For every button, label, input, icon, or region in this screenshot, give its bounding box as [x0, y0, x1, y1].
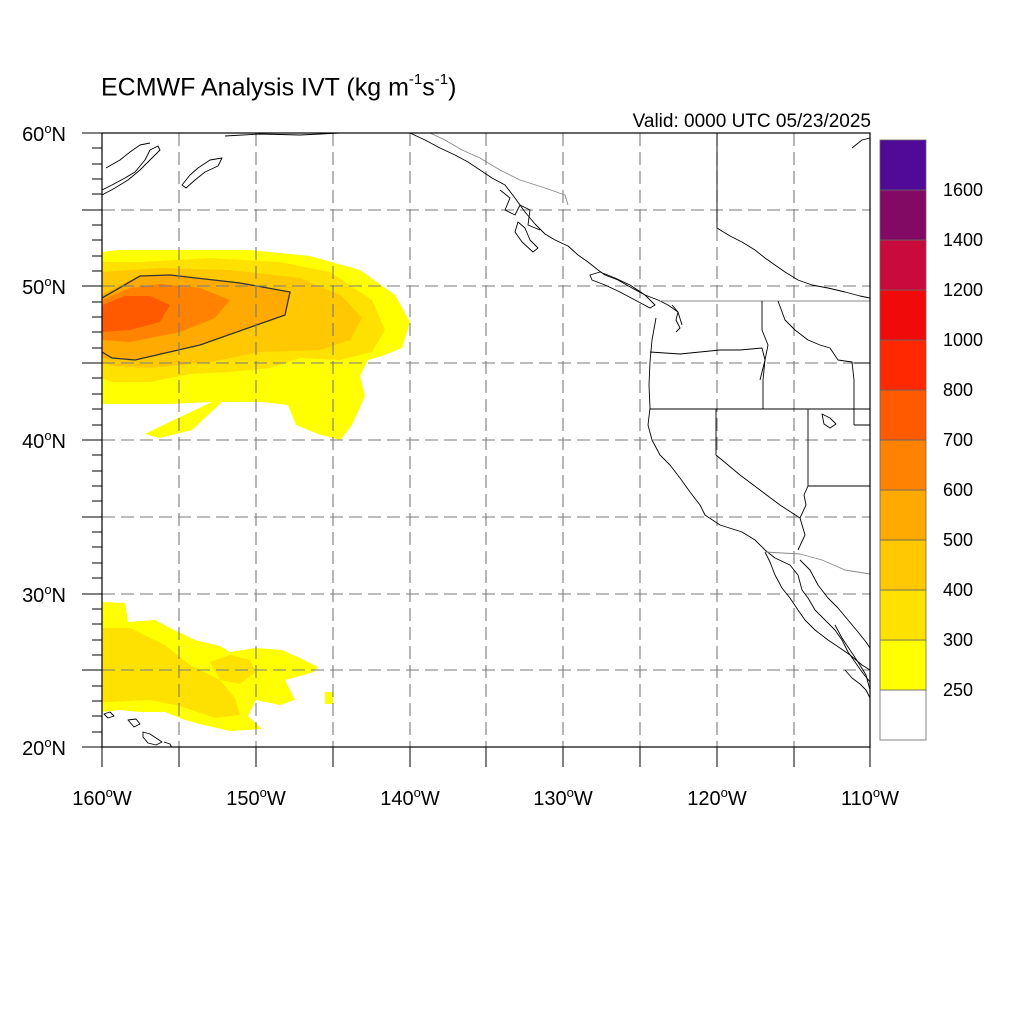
colorbar-box — [879, 289, 927, 341]
colorbar-box — [879, 689, 927, 741]
colorbar-tick-label: 1000 — [943, 330, 983, 350]
alaska-canada-border-north — [851, 137, 870, 149]
washington-oregon-border — [649, 347, 766, 381]
colorbar: 250 300 400 500 600 700 800 1000 1200 1400 1600 — [879, 139, 983, 741]
colorbar-tick-label: 600 — [943, 480, 973, 500]
subtropical-ivt-300-region — [102, 628, 240, 718]
wyoming-border — [853, 362, 870, 426]
great-salt-lake — [821, 413, 837, 429]
baja-california-west-coast — [764, 551, 870, 671]
longitude-labels: 160oW 150oW 140oW 130oW 120oW 110oW — [72, 785, 899, 810]
colorbar-tick-label: 1200 — [943, 280, 983, 300]
vancouver-island — [589, 271, 656, 309]
gulf-of-alaska-coastline — [224, 133, 341, 137]
graticule — [102, 133, 870, 747]
lat-label: 30oN — [22, 582, 66, 607]
us-west-coastline — [647, 317, 799, 576]
idaho-montana-border — [777, 300, 855, 409]
gulf-of-california-south — [834, 624, 870, 691]
ivt-500-contour — [102, 274, 291, 361]
canada-interior-coast — [716, 227, 870, 299]
lon-label: 120oW — [687, 785, 747, 810]
ivt-700-region — [102, 296, 170, 332]
nevada-border — [715, 409, 801, 519]
haida-gwaii — [514, 221, 539, 253]
colorbar-box — [879, 639, 927, 691]
puget-sound — [671, 304, 681, 333]
lon-label: 140oW — [380, 785, 440, 810]
colorbar-box — [879, 489, 927, 541]
mexico-mainland-coast — [799, 559, 870, 649]
coastlines-and-borders — [102, 133, 870, 747]
southeast-alaska-coastline — [409, 133, 599, 271]
colorbar-tick-label: 500 — [943, 530, 973, 550]
colorbar-tick-label: 400 — [943, 580, 973, 600]
idaho-border — [761, 301, 769, 409]
utah-border — [807, 409, 870, 487]
colorbar-tick-label: 300 — [943, 630, 973, 650]
valid-time-label: Valid: 0000 UTC 05/23/2025 — [632, 111, 871, 132]
subtropical-ivt-300-patch — [210, 655, 256, 684]
lon-label: 130oW — [533, 785, 593, 810]
alaska-peninsula-coastline — [102, 145, 161, 196]
lat-label: 20oN — [22, 735, 66, 760]
lat-label: 50oN — [22, 274, 66, 299]
baja-california-coastline — [797, 574, 870, 683]
lon-label: 160oW — [72, 785, 132, 810]
colorbar-box — [879, 239, 927, 291]
mexico-pacific-coast — [844, 669, 870, 699]
lon-label: 110oW — [841, 785, 899, 810]
hawaii-maui — [127, 718, 141, 728]
kodiak-island — [181, 157, 223, 189]
map-title: ECMWF Analysis IVT (kg m-1s-1) — [101, 71, 457, 102]
colorbar-box — [879, 539, 927, 591]
axis-ticks — [82, 132, 871, 767]
colorbar-tick-label: 1400 — [943, 230, 983, 250]
colorbar-box — [879, 139, 927, 191]
alaska-peninsula-coastline-2 — [105, 142, 151, 169]
hawaii-big-island — [142, 731, 163, 746]
hawaii-oahu — [103, 711, 115, 719]
colorbar-box — [879, 389, 927, 441]
latitude-labels: 60oN 50oN 40oN 30oN 20oN — [22, 121, 66, 760]
subtropical-ivt-250-fleck — [325, 692, 333, 704]
alaska-canada-border — [429, 133, 569, 206]
colorbar-box — [879, 339, 927, 391]
lon-label: 150oW — [226, 785, 286, 810]
colorbar-box — [879, 189, 927, 241]
colorbar-box — [879, 589, 927, 641]
lat-label: 60oN — [22, 121, 66, 146]
colorbar-tick-label: 700 — [943, 430, 973, 450]
colorbar-tick-label: 250 — [943, 680, 973, 700]
southeast-alaska-islands — [499, 189, 541, 231]
us-mexico-border — [764, 551, 870, 575]
arizona-border — [797, 485, 809, 551]
lat-label: 40oN — [22, 428, 66, 453]
colorbar-tick-label: 800 — [943, 380, 973, 400]
colorbar-tick-label: 1600 — [943, 180, 983, 200]
colorbar-box — [879, 439, 927, 491]
